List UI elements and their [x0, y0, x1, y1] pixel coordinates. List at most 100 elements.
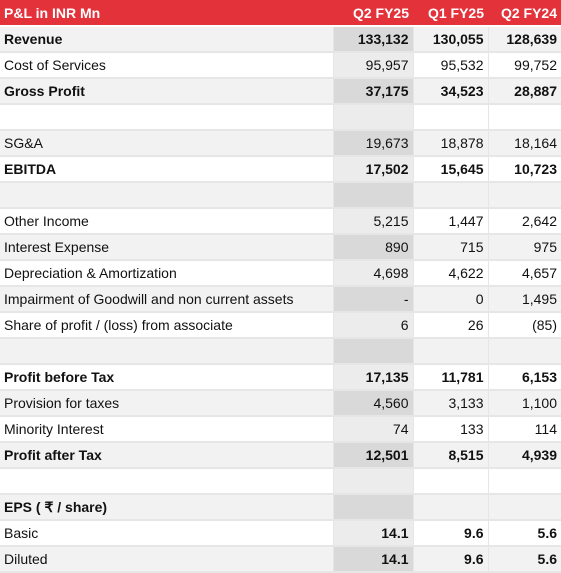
- table-row: Other Income 5,215 1,447 2,642: [0, 208, 561, 235]
- row-label: [0, 104, 333, 131]
- row-label: [0, 182, 333, 209]
- value-cell: 12,501: [332, 442, 413, 469]
- value-cell: [487, 468, 561, 495]
- value-cell: 74: [332, 416, 413, 443]
- row-label: Depreciation & Amortization: [0, 260, 333, 287]
- value-cell: [332, 104, 413, 131]
- value-cell: -: [332, 286, 413, 313]
- table-row: Basic 14.1 9.6 5.6: [0, 520, 561, 547]
- value-cell: 890: [332, 234, 413, 261]
- value-cell: 95,532: [412, 52, 488, 79]
- header-row: P&L in INR Mn Q2 FY25 Q1 FY25 Q2 FY24: [0, 0, 561, 27]
- spacer-row: [0, 104, 561, 131]
- table-row: Revenue 133,132 130,055 128,639: [0, 26, 561, 53]
- header-cell: P&L in INR Mn: [0, 0, 333, 27]
- value-cell: 133: [412, 416, 488, 443]
- value-cell: 19,673: [332, 130, 413, 157]
- header-cell: Q2 FY25: [333, 0, 413, 27]
- row-label: EBITDA: [0, 156, 333, 183]
- value-cell: 2,642: [487, 208, 561, 235]
- value-cell: 4,657: [487, 260, 561, 287]
- value-cell: 8,515: [412, 442, 488, 469]
- spacer-row: [0, 182, 561, 209]
- table-row: Depreciation & Amortization 4,698 4,622 4,6…: [0, 260, 561, 287]
- value-cell: [487, 338, 561, 365]
- table-body: Revenue 133,132 130,055 128,639 Cost of Serv…: [0, 26, 561, 573]
- table-row: Profit after Tax 12,501 8,515 4,939: [0, 442, 561, 469]
- value-cell: 5.6: [487, 520, 561, 547]
- table-row: Share of profit / (loss) from associate 6…: [0, 312, 561, 339]
- value-cell: [332, 468, 413, 495]
- header-cell: Q2 FY24: [488, 0, 561, 27]
- table-row: EBITDA 17,502 15,645 10,723: [0, 156, 561, 183]
- row-label: Impairment of Goodwill and non current a…: [0, 286, 333, 313]
- value-cell: [332, 494, 413, 521]
- value-cell: 34,523: [412, 78, 488, 105]
- value-cell: 1,495: [487, 286, 561, 313]
- table-row: Profit before Tax 17,135 11,781 6,153: [0, 364, 561, 391]
- row-label: Minority Interest: [0, 416, 333, 443]
- table-row: EPS ( ₹ / share): [0, 494, 561, 521]
- value-cell: [412, 104, 488, 131]
- value-cell: 99,752: [487, 52, 561, 79]
- spacer-row: [0, 468, 561, 495]
- value-cell: 4,560: [332, 390, 413, 417]
- row-label: Provision for taxes: [0, 390, 333, 417]
- value-cell: 4,939: [487, 442, 561, 469]
- table-row: Provision for taxes 4,560 3,133 1,100: [0, 390, 561, 417]
- value-cell: 15,645: [412, 156, 488, 183]
- value-cell: 6,153: [487, 364, 561, 391]
- value-cell: 5.6: [487, 546, 561, 573]
- table-row: Minority Interest 74 133 114: [0, 416, 561, 443]
- value-cell: 975: [487, 234, 561, 261]
- row-label: Profit before Tax: [0, 364, 333, 391]
- row-label: [0, 468, 333, 495]
- row-label: Cost of Services: [0, 52, 333, 79]
- row-label: Gross Profit: [0, 78, 333, 105]
- value-cell: [412, 182, 488, 209]
- table-row: Cost of Services 95,957 95,532 99,752: [0, 52, 561, 79]
- value-cell: 26: [412, 312, 488, 339]
- table-row: Impairment of Goodwill and non current a…: [0, 286, 561, 313]
- value-cell: 14.1: [332, 520, 413, 547]
- value-cell: 17,135: [332, 364, 413, 391]
- value-cell: 128,639: [487, 26, 561, 53]
- value-cell: 6: [332, 312, 413, 339]
- value-cell: [487, 494, 561, 521]
- row-label: [0, 338, 333, 365]
- value-cell: [332, 338, 413, 365]
- row-label: EPS ( ₹ / share): [0, 494, 333, 521]
- value-cell: 18,164: [487, 130, 561, 157]
- row-label: Revenue: [0, 26, 333, 53]
- table-row: Gross Profit 37,175 34,523 28,887: [0, 78, 561, 105]
- value-cell: [412, 494, 488, 521]
- value-cell: 4,622: [412, 260, 488, 287]
- value-cell: 17,502: [332, 156, 413, 183]
- value-cell: 130,055: [412, 26, 488, 53]
- value-cell: [412, 468, 488, 495]
- value-cell: 95,957: [332, 52, 413, 79]
- spacer-row: [0, 338, 561, 365]
- row-label: Interest Expense: [0, 234, 333, 261]
- value-cell: 114: [487, 416, 561, 443]
- table-row: SG&A 19,673 18,878 18,164: [0, 130, 561, 157]
- row-label: Basic: [0, 520, 333, 547]
- value-cell: 11,781: [412, 364, 488, 391]
- value-cell: 9.6: [412, 546, 488, 573]
- value-cell: 28,887: [487, 78, 561, 105]
- value-cell: [332, 182, 413, 209]
- table-row: Diluted 14.1 9.6 5.6: [0, 546, 561, 573]
- value-cell: 37,175: [332, 78, 413, 105]
- value-cell: 133,132: [332, 26, 413, 53]
- header-cell: Q1 FY25: [413, 0, 488, 27]
- value-cell: 5,215: [332, 208, 413, 235]
- table-row: Interest Expense 890 715 975: [0, 234, 561, 261]
- row-label: Share of profit / (loss) from associate: [0, 312, 333, 339]
- value-cell: 14.1: [332, 546, 413, 573]
- value-cell: [487, 182, 561, 209]
- value-cell: [487, 104, 561, 131]
- row-label: Diluted: [0, 546, 333, 573]
- row-label: Profit after Tax: [0, 442, 333, 469]
